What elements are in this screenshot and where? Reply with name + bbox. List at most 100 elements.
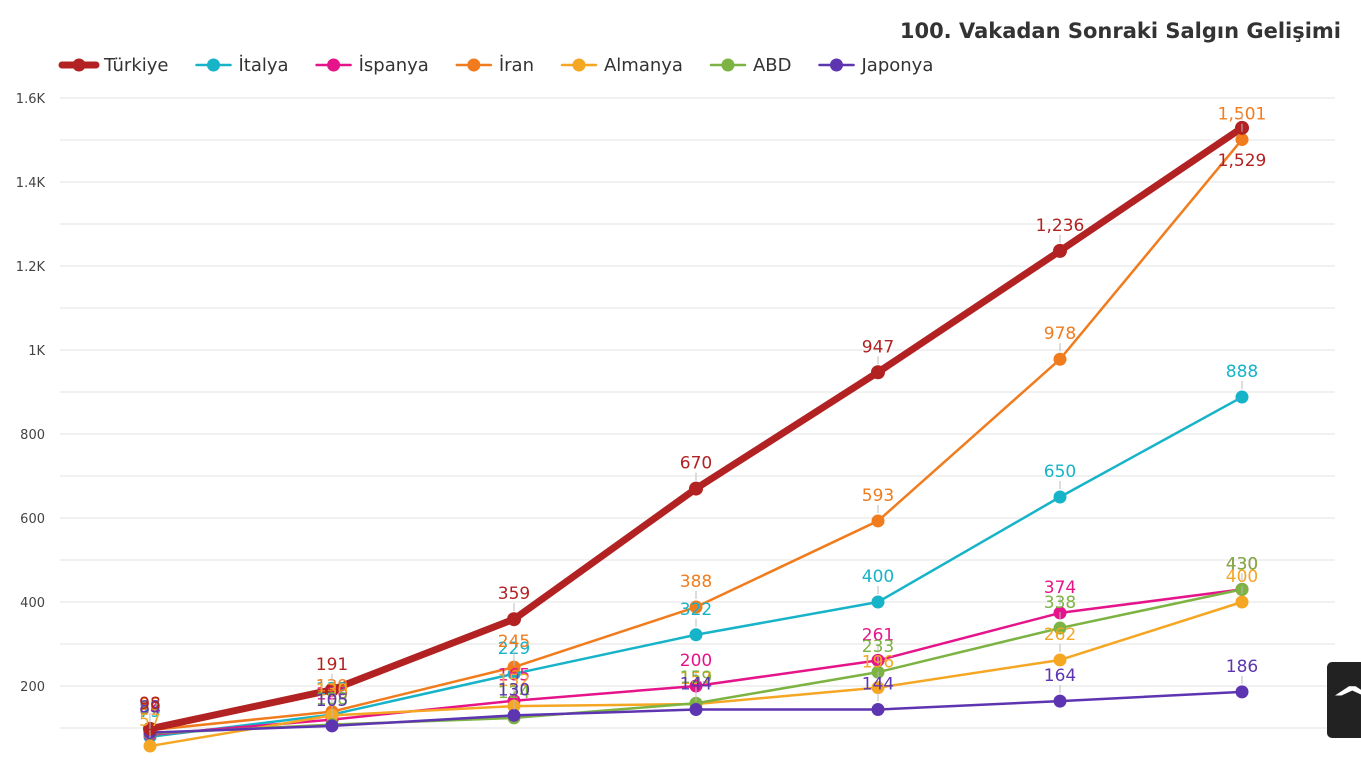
y-tick-label: 800 xyxy=(20,428,45,443)
legend-marker xyxy=(72,58,86,72)
data-label: 139 xyxy=(316,677,348,697)
data-point[interactable] xyxy=(1235,133,1249,147)
data-label: 164 xyxy=(1044,666,1076,686)
data-label: 186 xyxy=(1226,657,1258,677)
data-point[interactable] xyxy=(507,708,521,722)
data-label: 670 xyxy=(680,454,712,474)
data-label: 124 xyxy=(498,683,530,703)
data-label: 144 xyxy=(680,675,712,695)
y-axis-ticks: 200 400 600 800 1K 1.2K 1.4K 1.6K xyxy=(16,92,46,695)
data-label: 144 xyxy=(862,675,894,695)
legend-label: Almanya xyxy=(604,55,683,76)
legend-item-İran[interactable]: İran xyxy=(455,55,534,76)
data-label: 374 xyxy=(1044,578,1076,598)
data-label: 130 xyxy=(316,680,348,700)
y-tick-label: 1.6K xyxy=(16,92,46,107)
y-tick-label: 400 xyxy=(20,596,45,611)
y-tick-label: 1K xyxy=(28,344,45,359)
legend-label: Türkiye xyxy=(103,55,169,76)
data-label: 245 xyxy=(498,632,530,652)
data-point[interactable] xyxy=(689,703,703,717)
data-point[interactable] xyxy=(1053,621,1067,635)
legend-marker xyxy=(830,58,843,72)
data-point[interactable] xyxy=(325,719,339,733)
data-label: 98 xyxy=(139,694,161,714)
data-label: 400 xyxy=(862,567,894,587)
y-tick-label: 1.2K xyxy=(16,260,46,275)
data-point[interactable] xyxy=(1053,243,1067,258)
y-tick-label: 200 xyxy=(20,680,45,695)
legend-label: İtalya xyxy=(239,55,289,76)
data-point[interactable] xyxy=(871,703,885,717)
data-label: 322 xyxy=(680,600,712,620)
data-label: 1,236 xyxy=(1036,216,1085,236)
data-label: 229 xyxy=(498,639,530,659)
data-label: 108 xyxy=(316,690,348,710)
data-point[interactable] xyxy=(1053,490,1067,504)
data-label: 388 xyxy=(680,572,712,592)
legend-marker xyxy=(327,58,341,72)
data-label: 593 xyxy=(862,486,894,506)
legend-item-Almanya[interactable]: Almanya xyxy=(560,55,683,76)
data-point[interactable] xyxy=(871,365,885,380)
data-label: 105 xyxy=(316,691,348,711)
data-label: 120 xyxy=(316,685,348,705)
data-label: 262 xyxy=(1044,625,1076,645)
legend-item-ABD[interactable]: ABD xyxy=(709,55,792,76)
scroll-to-top-button[interactable]: ^ xyxy=(1327,662,1361,738)
legend-label: ABD xyxy=(753,55,792,76)
legend-marker xyxy=(467,58,481,72)
data-label: 84 xyxy=(139,700,161,720)
data-point[interactable] xyxy=(871,514,885,528)
data-label: 261 xyxy=(862,625,894,645)
data-label: 338 xyxy=(1044,593,1076,613)
data-labels: 79 132 229 322 400 650 888 84 120 165 200 261 374 430… xyxy=(139,105,1266,739)
legend-label: İspanya xyxy=(359,55,429,76)
data-point[interactable] xyxy=(1053,694,1067,708)
data-point[interactable] xyxy=(689,481,703,496)
data-point[interactable] xyxy=(871,595,885,609)
data-point[interactable] xyxy=(143,739,157,753)
data-point[interactable] xyxy=(689,628,703,642)
data-point[interactable] xyxy=(507,660,521,674)
data-point[interactable] xyxy=(143,721,157,736)
data-label: 947 xyxy=(862,337,894,357)
legend-item-Japonya[interactable]: Japonya xyxy=(818,55,934,76)
data-label: 130 xyxy=(498,680,530,700)
y-tick-label: 600 xyxy=(20,512,45,527)
data-point[interactable] xyxy=(871,681,885,695)
data-label: 888 xyxy=(1226,362,1258,382)
chevron-up-icon: ^ xyxy=(1329,680,1361,720)
data-label: 87 xyxy=(139,698,161,718)
data-label: 430 xyxy=(1226,554,1258,574)
data-point[interactable] xyxy=(689,600,703,614)
data-point[interactable] xyxy=(1235,595,1249,609)
data-label: 95 xyxy=(139,695,161,715)
data-point[interactable] xyxy=(507,612,521,627)
data-label: 978 xyxy=(1044,324,1076,344)
data-label: 650 xyxy=(1044,462,1076,482)
data-point[interactable] xyxy=(1235,685,1249,699)
grid-lines xyxy=(60,97,1335,729)
data-label: 191 xyxy=(316,655,348,675)
data-label: 79 xyxy=(139,702,161,722)
legend-label: İran xyxy=(499,55,534,76)
legend-item-İspanya[interactable]: İspanya xyxy=(315,55,429,76)
data-label: 132 xyxy=(316,680,348,700)
data-label: 233 xyxy=(862,637,894,657)
legend-label: Japonya xyxy=(861,55,934,76)
data-label: 157 xyxy=(680,669,712,689)
data-label: 165 xyxy=(498,666,530,686)
data-point[interactable] xyxy=(1235,390,1249,404)
legend-item-Türkiye[interactable]: Türkiye xyxy=(58,55,169,76)
data-point[interactable] xyxy=(1053,352,1067,366)
data-point[interactable] xyxy=(325,682,339,697)
legend-item-İtalya[interactable]: İtalya xyxy=(195,55,289,76)
data-label: 359 xyxy=(498,584,530,604)
data-point[interactable] xyxy=(689,679,703,693)
data-point[interactable] xyxy=(1053,653,1067,667)
y-tick-label: 1.4K xyxy=(16,176,46,191)
legend-marker xyxy=(207,58,220,72)
data-label: 430 xyxy=(1226,554,1258,574)
